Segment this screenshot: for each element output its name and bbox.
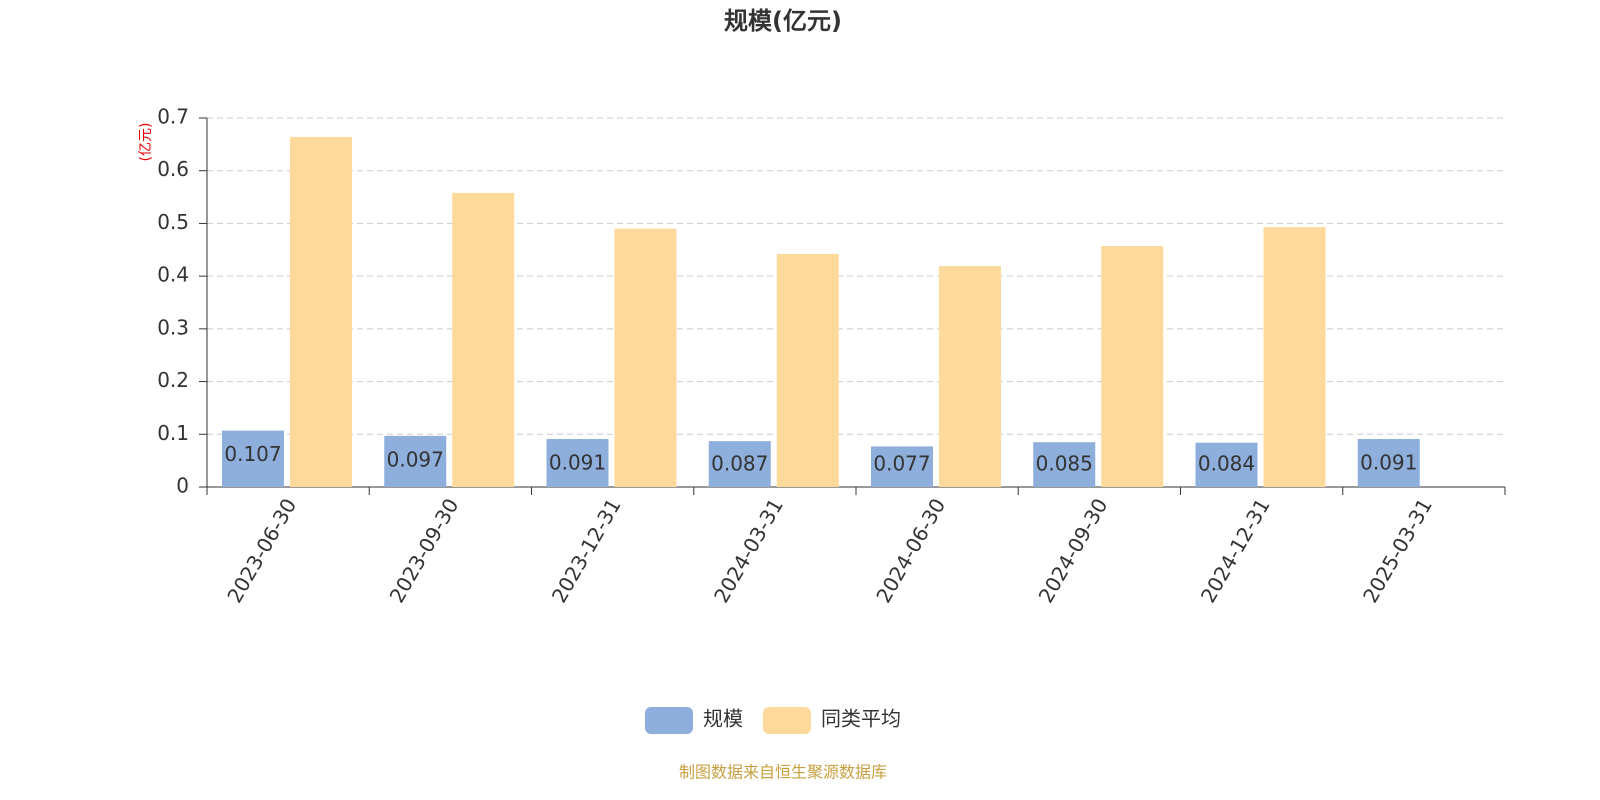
value-label: 0.107 bbox=[224, 442, 281, 466]
value-label: 0.097 bbox=[387, 447, 444, 471]
bar bbox=[939, 266, 1001, 487]
legend-swatch bbox=[645, 707, 693, 734]
legend-label: 规模 bbox=[703, 707, 743, 731]
y-tick-label: 0.7 bbox=[157, 105, 189, 129]
value-label: 0.084 bbox=[1198, 452, 1255, 476]
bar bbox=[222, 430, 284, 487]
y-tick-label: 0.6 bbox=[157, 157, 189, 181]
legend-label: 同类平均 bbox=[821, 707, 901, 731]
x-tick-label: 2024-03-31 bbox=[709, 494, 788, 607]
bar bbox=[1101, 246, 1164, 487]
x-tick-label: 2024-09-30 bbox=[1034, 494, 1113, 607]
x-tick-label: 2024-06-30 bbox=[871, 494, 950, 607]
bar bbox=[776, 254, 839, 487]
bar bbox=[1263, 227, 1326, 487]
value-label: 0.077 bbox=[873, 452, 930, 476]
bar bbox=[384, 435, 447, 487]
chart-title: 规模(亿元) bbox=[724, 7, 842, 35]
y-tick-label: 0 bbox=[176, 474, 189, 498]
x-tick-label: 2024-12-31 bbox=[1196, 494, 1275, 607]
bar bbox=[1033, 442, 1096, 487]
value-label: 0.085 bbox=[1036, 452, 1093, 476]
bar bbox=[452, 192, 515, 487]
x-tick-label: 2023-09-30 bbox=[385, 494, 464, 607]
bar bbox=[708, 441, 771, 487]
value-label: 0.087 bbox=[711, 452, 768, 476]
legend-swatch bbox=[763, 707, 811, 734]
bar bbox=[871, 446, 933, 487]
bar bbox=[1357, 439, 1420, 487]
y-tick-label: 0.1 bbox=[157, 421, 189, 445]
y-axis-label: (亿元) bbox=[138, 123, 154, 162]
value-label: 0.091 bbox=[1360, 451, 1417, 475]
bar bbox=[290, 136, 352, 487]
x-tick-label: 2025-03-31 bbox=[1358, 494, 1437, 607]
y-tick-label: 0.2 bbox=[157, 368, 189, 392]
bar bbox=[614, 228, 677, 487]
x-tick-label: 2023-06-30 bbox=[222, 494, 301, 607]
value-label: 0.091 bbox=[549, 451, 606, 475]
y-tick-label: 0.3 bbox=[157, 315, 189, 339]
source-note: 制图数据来自恒生聚源数据库 bbox=[679, 763, 887, 782]
bar bbox=[546, 439, 609, 487]
x-tick-label: 2023-12-31 bbox=[547, 494, 626, 607]
bar bbox=[1195, 442, 1258, 487]
y-tick-label: 0.5 bbox=[157, 210, 189, 234]
y-tick-label: 0.4 bbox=[157, 263, 189, 287]
